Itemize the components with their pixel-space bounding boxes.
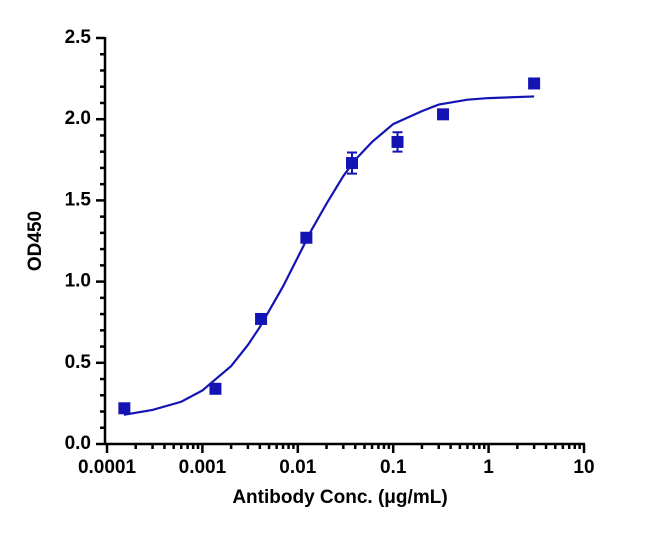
x-tick-label: 0.01 [279,457,316,478]
y-tick-label: 2.0 [65,108,91,129]
data-point [437,108,450,121]
x-tick-label: 0.1 [380,457,407,478]
data-point [209,382,222,395]
y-tick-label: 0.0 [65,433,91,454]
data-point [391,135,404,148]
data-point [118,402,131,415]
data-point [255,312,268,325]
data-point [528,77,541,90]
y-tick-label: 0.5 [65,352,92,373]
x-tick-label: 10 [573,457,594,478]
y-tick-label: 1.0 [65,271,91,292]
y-tick-label: 1.5 [65,189,92,210]
y-tick-label: 2.5 [65,27,92,48]
y-axis-title: OD450 [25,211,46,271]
x-axis-title: Antibody Conc. (μg/mL) [232,487,447,508]
x-tick-label: 0.001 [179,457,227,478]
x-tick-label: 0.0001 [78,457,137,478]
fit-curve [123,95,535,416]
x-tick-label: 1 [483,457,494,478]
